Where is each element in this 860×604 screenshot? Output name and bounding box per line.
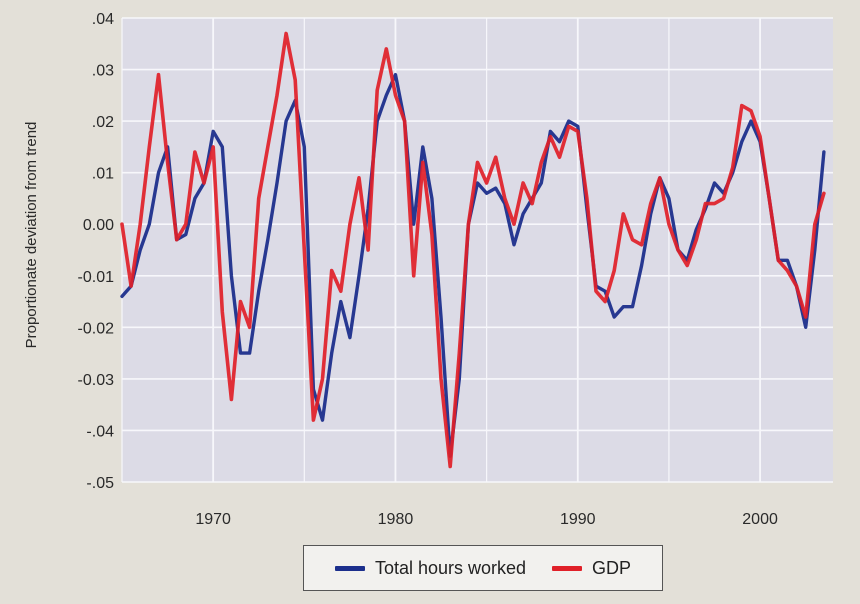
y-axis-label: Proportionate deviation from trend xyxy=(23,122,40,349)
legend-swatch-gdp xyxy=(552,565,583,571)
y-tick-label: .01 xyxy=(92,166,114,183)
legend: Total hours worked GDP xyxy=(303,545,663,591)
y-tick-label: .03 xyxy=(92,63,114,80)
legend-item-hours: Total hours worked xyxy=(334,557,527,579)
y-tick-label: -.04 xyxy=(86,423,114,440)
x-tick-label: 2000 xyxy=(742,511,778,528)
y-tick-label: -0.02 xyxy=(78,320,115,337)
y-tick-label: -.05 xyxy=(86,475,114,492)
x-tick-label: 1980 xyxy=(378,511,414,528)
y-tick-label: 0.00 xyxy=(83,217,114,234)
legend-label-hours: Total hours worked xyxy=(374,557,527,578)
legend-item-gdp: GDP xyxy=(552,558,631,579)
x-tick-label: 1990 xyxy=(560,511,596,528)
x-axis-ticks: 1970 1980 1990 2000 xyxy=(195,511,778,528)
y-tick-label: -0.03 xyxy=(78,372,115,389)
y-axis-ticks: .04 .03 .02 .01 0.00 -0.01 -0.02 -0.03 -.04 -.05 xyxy=(78,11,115,492)
y-tick-label: .02 xyxy=(92,114,114,131)
plot-area xyxy=(122,18,833,482)
series-lines xyxy=(120,31,826,469)
x-tick-label: 1970 xyxy=(195,511,231,528)
y-tick-label: -0.01 xyxy=(78,269,115,286)
series-line-gdp xyxy=(120,31,826,469)
line-chart: .04.03.02.010.00-0.01-0.02-0.03-.04-.05 … xyxy=(23,11,833,528)
legend-swatch-hours xyxy=(334,565,365,571)
y-tick-label: .04 xyxy=(92,11,114,28)
legend-label-gdp: GDP xyxy=(592,557,632,578)
grid xyxy=(121,17,833,483)
